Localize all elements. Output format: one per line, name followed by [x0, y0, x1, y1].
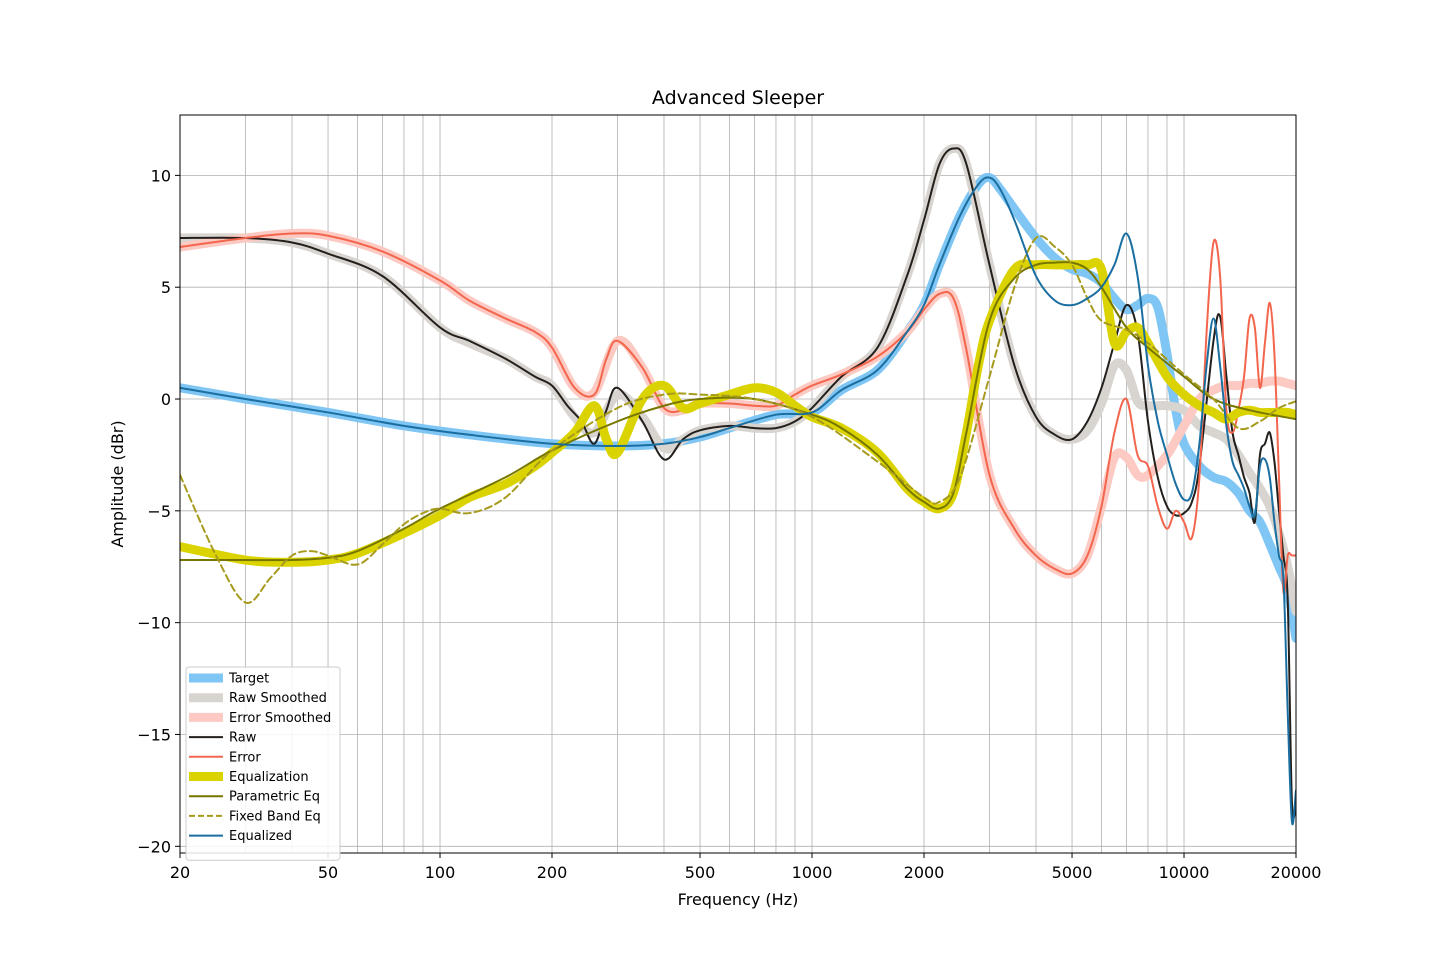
x-tick-label: 100 — [425, 863, 456, 882]
x-tick-label: 50 — [318, 863, 338, 882]
x-axis-label: Frequency (Hz) — [678, 890, 799, 909]
y-tick-label: 5 — [161, 278, 171, 297]
x-tick-label: 500 — [685, 863, 716, 882]
x-tick-label: 200 — [537, 863, 568, 882]
legend-label: Error — [229, 750, 261, 765]
legend-label: Raw — [229, 731, 257, 746]
legend-label: Error Smoothed — [229, 711, 331, 726]
y-tick-label: −20 — [137, 837, 171, 856]
y-tick-label: −15 — [137, 725, 171, 744]
y-tick-label: −10 — [137, 614, 171, 633]
x-tick-label: 1000 — [792, 863, 833, 882]
x-tick-label: 20 — [170, 863, 190, 882]
legend-label: Equalized — [229, 829, 292, 844]
y-tick-label: 10 — [151, 166, 171, 185]
y-tick-label: 0 — [161, 390, 171, 409]
x-tick-label: 2000 — [904, 863, 945, 882]
x-tick-label: 10000 — [1159, 863, 1210, 882]
series-layer — [180, 143, 1296, 826]
plot-frame — [179, 114, 1297, 854]
axis-ticks: 20 50 100 200 500 1000 2000 5000 10000 200001050−… — [137, 166, 1321, 882]
chart-title: Advanced Sleeper — [652, 87, 824, 109]
legend: Target Raw Smoothed Error Smoothed Raw Error… — [185, 666, 341, 861]
legend-label: Equalization — [229, 770, 309, 785]
legend-label: Fixed Band Eq — [229, 809, 321, 824]
x-tick-label: 5000 — [1052, 863, 1093, 882]
legend-box — [185, 666, 341, 861]
y-tick-label: −5 — [147, 502, 171, 521]
legend-label: Raw Smoothed — [229, 691, 327, 706]
series-line-fixed-band-eq — [180, 234, 1296, 604]
legend-label: Parametric Eq — [229, 790, 320, 805]
legend-label: Target — [228, 672, 269, 687]
series-line-parametric-eq — [180, 261, 1296, 562]
series-line-error — [180, 232, 1296, 595]
x-tick-label: 20000 — [1271, 863, 1322, 882]
series-line-equalized — [180, 176, 1296, 826]
y-axis-label: Amplitude (dBr) — [108, 420, 127, 547]
